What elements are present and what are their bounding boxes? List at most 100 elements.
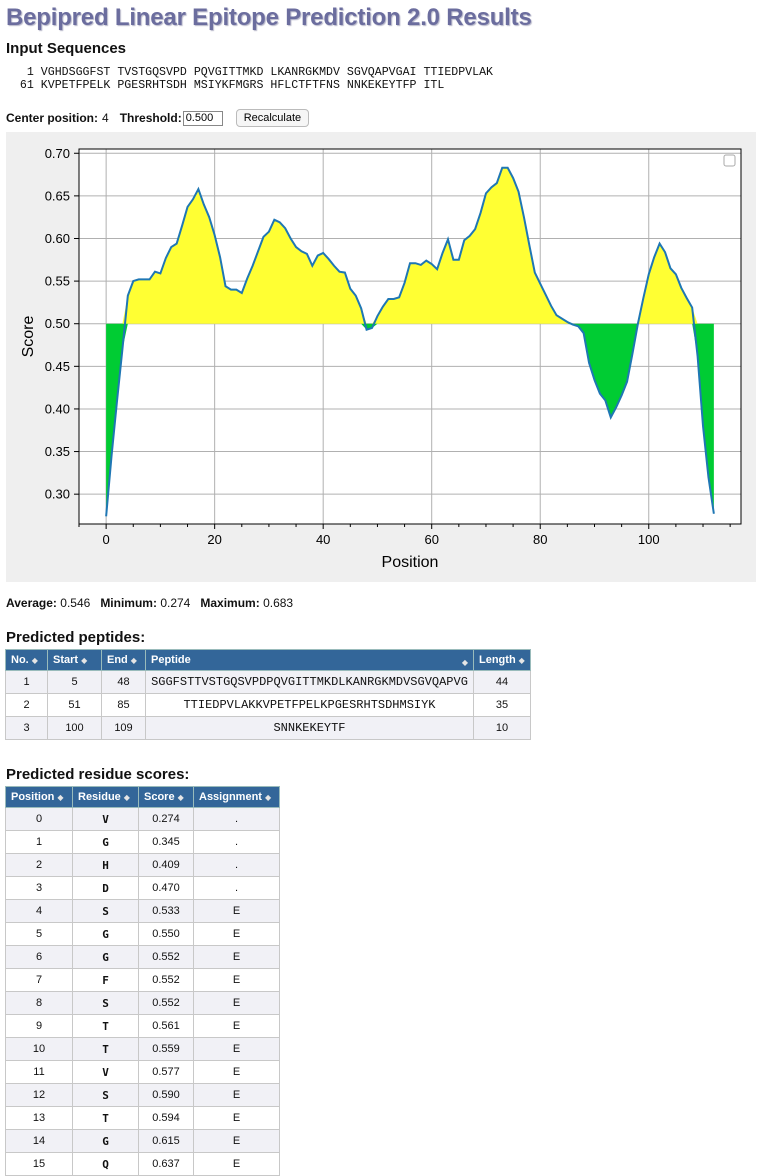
area-above-threshold	[106, 167, 714, 324]
residue-cell: T	[72, 1037, 139, 1061]
residue-cell: 0.345	[138, 830, 194, 854]
residue-row: 13 T 0.594 E	[5, 1106, 280, 1130]
residue-cell: S	[72, 1083, 139, 1107]
col-header-no[interactable]: No. ◆	[5, 649, 48, 671]
residue-cell: G	[72, 1129, 139, 1153]
toggle-checkbox[interactable]	[723, 154, 736, 167]
col-header-peptide[interactable]: Peptide ◆	[145, 649, 474, 671]
plot-frame	[78, 148, 742, 525]
y-tick-label: 0.60	[45, 231, 70, 246]
col-header-residue[interactable]: Residue ◆	[72, 786, 139, 808]
residue-cell: E	[193, 991, 280, 1015]
residue-cell: 10	[5, 1037, 73, 1061]
residue-cell: T	[72, 1106, 139, 1130]
col-header-start[interactable]: Start ◆	[47, 649, 102, 671]
center-position-value: 4	[102, 111, 109, 125]
residue-row: 9 T 0.561 E	[5, 1014, 280, 1038]
score-line	[105, 166, 715, 517]
residue-cell: E	[193, 1083, 280, 1107]
sort-icon: ◆	[461, 657, 468, 667]
x-tick-label: 40	[316, 532, 330, 547]
residue-cell: F	[72, 968, 139, 992]
threshold-label: Threshold:	[119, 111, 182, 125]
peptide-row: 1 5 48 SGGFSTTVSTGQSVPDPQVGITTMKDLKANRGKMDV…	[5, 670, 531, 694]
sort-icon: ◆	[264, 793, 272, 802]
score-chart: 0 20 40 60 80 100 0.30 0.35 0.40 0.45 0.50 0.55 0.60…	[20, 146, 742, 571]
peptide-cell: 10	[473, 716, 531, 740]
residue-row: 3 D 0.470.	[5, 876, 280, 900]
sort-icon: ◆	[81, 656, 88, 665]
residue-cell: 0.615	[138, 1129, 194, 1153]
x-tick-label: 100	[638, 532, 660, 547]
score-stats: Average: 0.546 Minimum: 0.274 Maximum: 0…	[6, 596, 293, 610]
residue-cell: V	[72, 807, 139, 831]
recalculate-button[interactable]: Recalculate	[235, 109, 310, 127]
peptide-cell: 100	[47, 716, 102, 740]
col-header-length[interactable]: Length ◆	[473, 649, 531, 671]
residue-cell: E	[193, 1129, 280, 1153]
peptide-row: 3 100 109 SNNKEKEYTF 10	[5, 716, 531, 740]
residue-cell: E	[193, 1014, 280, 1038]
residue-cell: 0.561	[138, 1014, 194, 1038]
plot-background	[79, 149, 741, 524]
peptide-cell: SNNKEKEYTF	[145, 716, 474, 740]
col-header-end[interactable]: End ◆	[101, 649, 146, 671]
residue-cell: 14	[5, 1129, 73, 1153]
residue-row: 6 G 0.552 E	[5, 945, 280, 969]
residue-cell: H	[72, 853, 139, 877]
residue-cell: 0.590	[138, 1083, 194, 1107]
x-tick-label: 20	[207, 532, 221, 547]
col-header-position[interactable]: Position ◆	[5, 786, 73, 808]
peptide-cell: 5	[47, 670, 102, 694]
col-header-assignment[interactable]: Assignment ◆	[193, 786, 280, 808]
residue-cell: 15	[5, 1152, 73, 1176]
residue-cell: E	[193, 1037, 280, 1061]
residue-cell: 0.533	[138, 899, 194, 923]
residue-cell: .	[193, 853, 280, 877]
residue-row: 14 G 0.615 E	[5, 1129, 280, 1153]
average-label: Average:	[6, 596, 57, 610]
page-title: Bepipred Linear Epitope Prediction 2.0 R…	[6, 4, 532, 31]
x-tick-label: 60	[424, 532, 438, 547]
x-tick-label: 80	[533, 532, 547, 547]
peptide-row: 2 51 85 TTIEDPVLAKKVPETFPELKPGESRHTSDHMSIYK…	[5, 693, 531, 717]
peptide-cell: TTIEDPVLAKKVPETFPELKPGESRHTSDHMSIYK	[145, 693, 474, 717]
y-tick-label: 0.35	[45, 444, 70, 459]
residue-cell: 0.409	[138, 853, 194, 877]
col-header-score[interactable]: Score ◆	[138, 786, 194, 808]
peptide-cell: 48	[101, 670, 146, 694]
residue-row: 0 V 0.274.	[5, 807, 280, 831]
sort-icon: ◆	[31, 656, 38, 665]
residue-cell: .	[193, 876, 280, 900]
residue-row: 10 T 0.559 E	[5, 1037, 280, 1061]
residue-cell: S	[72, 899, 139, 923]
peptides-table: No. ◆ Start ◆ End ◆ Peptide ◆ Length ◆ 1 5 48 SG…	[5, 649, 531, 740]
residue-cell: E	[193, 945, 280, 969]
y-tick-label: 0.45	[45, 359, 70, 374]
average-value: 0.546	[60, 596, 91, 610]
peptide-cell: 2	[5, 693, 48, 717]
y-tick-label: 0.50	[45, 316, 70, 331]
residue-cell: V	[72, 1060, 139, 1084]
residue-cell: 0.552	[138, 945, 194, 969]
residue-cell: .	[193, 807, 280, 831]
residue-row: 8 S 0.552 E	[5, 991, 280, 1015]
residue-cell: 11	[5, 1060, 73, 1084]
y-tick-label: 0.40	[45, 401, 70, 416]
residue-cell: 3	[5, 876, 73, 900]
minimum-value: 0.274	[160, 596, 191, 610]
residue-cell: 9	[5, 1014, 73, 1038]
input-sequences-heading: Input Sequences	[6, 40, 127, 57]
x-axis-label: Position	[382, 554, 439, 571]
threshold-input[interactable]	[182, 110, 223, 126]
maximum-value: 0.683	[263, 596, 294, 610]
residue-cell: 0.577	[138, 1060, 194, 1084]
residue-cell: 0.552	[138, 991, 194, 1015]
y-tick-label: 0.55	[45, 274, 70, 289]
residue-cell: T	[72, 1014, 139, 1038]
peptide-cell: 35	[473, 693, 531, 717]
score-plot: 0 20 40 60 80 100 0.30 0.35 0.40 0.45 0.50 0.55 0.60…	[6, 132, 756, 582]
residue-row: 11 V 0.577 E	[5, 1060, 280, 1084]
residues-heading: Predicted residue scores:	[6, 766, 190, 783]
